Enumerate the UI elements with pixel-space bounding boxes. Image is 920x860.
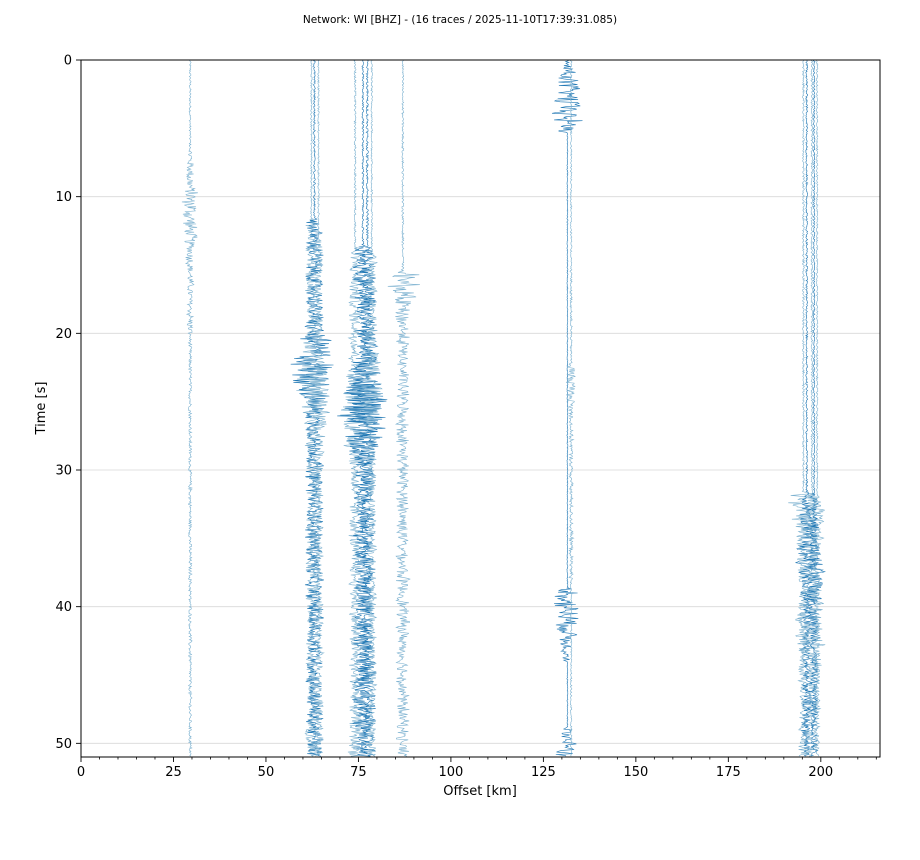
x-tick-label: 125 [531, 765, 556, 780]
y-tick-label: 50 [55, 737, 72, 752]
y-tick-label: 0 [64, 54, 72, 69]
y-tick-label: 20 [55, 327, 72, 342]
grid-lines [81, 196, 880, 744]
trace-1 [181, 59, 198, 757]
y-tick-label: 30 [55, 464, 72, 479]
trace-16 [810, 59, 825, 757]
x-tick-label: 50 [258, 765, 275, 780]
trace-7 [344, 59, 387, 757]
trace-10 [551, 59, 583, 757]
x-tick-label: 100 [438, 765, 463, 780]
x-tick-label: 0 [77, 765, 85, 780]
plot-frame [80, 59, 881, 758]
trace-14 [795, 59, 826, 757]
x-tick-label: 175 [716, 765, 741, 780]
trace-3 [290, 59, 334, 757]
trace-11 [565, 60, 576, 757]
traces-group [181, 59, 826, 757]
y-axis: 0 10 20 30 40 50 [55, 54, 81, 752]
x-tick-label: 200 [808, 765, 833, 780]
x-axis: 0 25 50 75 100 125 150 175 200 [77, 757, 877, 780]
y-tick-label: 40 [55, 600, 72, 615]
chart-title: Network: WI [BHZ] - (16 traces / 2025-11… [303, 14, 617, 26]
y-tick-label: 10 [55, 190, 72, 205]
x-tick-label: 150 [623, 765, 648, 780]
x-tick-label: 75 [350, 765, 367, 780]
y-axis-label: Time [s] [34, 382, 49, 436]
x-axis-label: Offset [km] [443, 784, 517, 799]
x-tick-label: 25 [165, 765, 182, 780]
trace-8 [359, 60, 383, 757]
trace-4 [307, 59, 330, 757]
trace-9 [387, 59, 420, 757]
trace-15 [806, 59, 826, 757]
